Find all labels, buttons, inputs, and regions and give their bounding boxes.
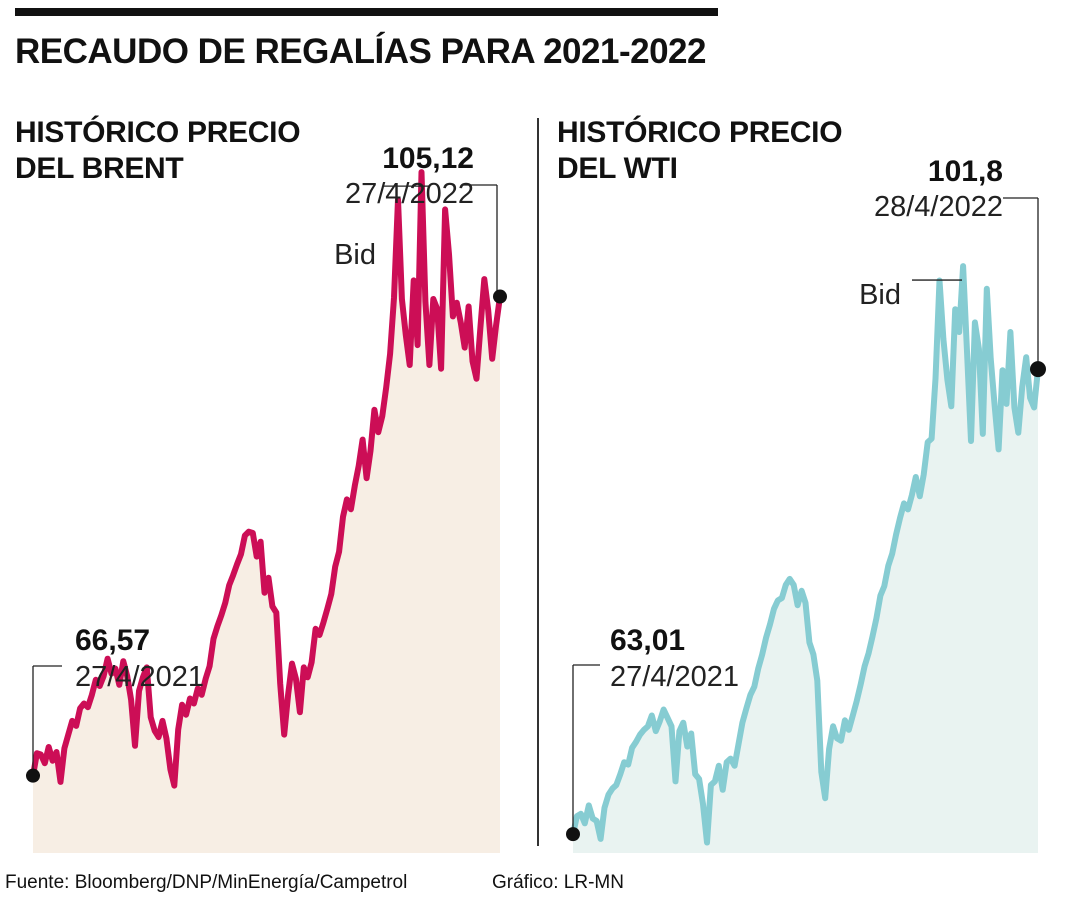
wti-end-marker xyxy=(1030,361,1046,378)
brent-end-marker xyxy=(493,289,507,304)
top-rule xyxy=(15,8,718,16)
wti-chart: 63,01 27/4/2021 101,8 28/4/2022 Bid xyxy=(566,155,1046,854)
brent-area-fill xyxy=(33,172,500,854)
brent-bid-label: Bid xyxy=(334,239,376,271)
brent-chart: 66,57 27/4/2021 105,12 27/4/2022 Bid xyxy=(26,142,507,854)
wti-start-date: 27/4/2021 xyxy=(610,661,739,693)
wti-end-value: 101,8 xyxy=(928,155,1003,188)
brent-end-value: 105,12 xyxy=(382,142,474,175)
brent-start-date: 27/4/2021 xyxy=(75,661,204,693)
wti-title-line1: HISTÓRICO PRECIO xyxy=(557,116,843,149)
wti-bid-label: Bid xyxy=(859,279,901,311)
brent-title-line2: DEL BRENT xyxy=(15,152,184,185)
wti-start-value: 63,01 xyxy=(610,624,685,657)
wti-end-date: 28/4/2022 xyxy=(874,191,1003,223)
panel-divider xyxy=(537,118,539,846)
brent-end-date: 27/4/2022 xyxy=(345,178,474,210)
brent-title-line1: HISTÓRICO PRECIO xyxy=(15,116,301,149)
wti-area-fill xyxy=(573,266,1038,854)
page-title: RECAUDO DE REGALÍAS PARA 2021-2022 xyxy=(15,32,706,71)
wti-title-line2: DEL WTI xyxy=(557,152,678,185)
wti-start-marker xyxy=(566,827,580,842)
source-note: Fuente: Bloomberg/DNP/MinEnergía/Campetr… xyxy=(5,872,408,893)
brent-start-value: 66,57 xyxy=(75,624,150,657)
graphic-credit: Gráfico: LR-MN xyxy=(492,872,624,893)
wti-price-line xyxy=(570,263,1041,846)
brent-start-marker xyxy=(26,768,40,783)
wti-panel-title: HISTÓRICO PRECIO DEL WTI xyxy=(557,115,843,187)
brent-panel-title: HISTÓRICO PRECIO DEL BRENT xyxy=(15,115,301,187)
brent-price-line xyxy=(30,169,503,789)
